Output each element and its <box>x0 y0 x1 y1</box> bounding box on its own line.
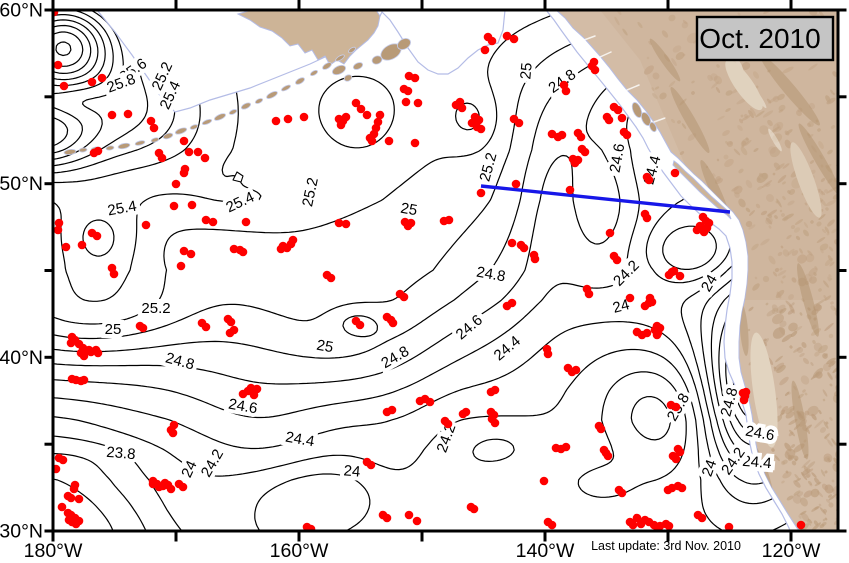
svg-text:140°W: 140°W <box>516 540 575 562</box>
svg-text:180°W: 180°W <box>24 540 83 562</box>
svg-text:60°N: 60°N <box>0 0 43 22</box>
svg-text:50°N: 50°N <box>0 173 43 195</box>
svg-text:Last update: 3rd Nov. 2010: Last update: 3rd Nov. 2010 <box>591 539 741 553</box>
svg-text:120°W: 120°W <box>762 540 821 562</box>
svg-text:25: 25 <box>517 62 535 80</box>
svg-text:24: 24 <box>343 462 361 480</box>
svg-text:23.8: 23.8 <box>106 444 137 463</box>
svg-text:30°N: 30°N <box>0 521 43 543</box>
svg-text:25: 25 <box>105 321 122 338</box>
svg-text:40°N: 40°N <box>0 347 43 369</box>
svg-text:Oct. 2010: Oct. 2010 <box>699 23 820 54</box>
svg-text:25.2: 25.2 <box>141 300 170 317</box>
svg-text:160°W: 160°W <box>270 540 329 562</box>
svg-text:25: 25 <box>315 337 334 357</box>
svg-text:25: 25 <box>399 200 418 220</box>
